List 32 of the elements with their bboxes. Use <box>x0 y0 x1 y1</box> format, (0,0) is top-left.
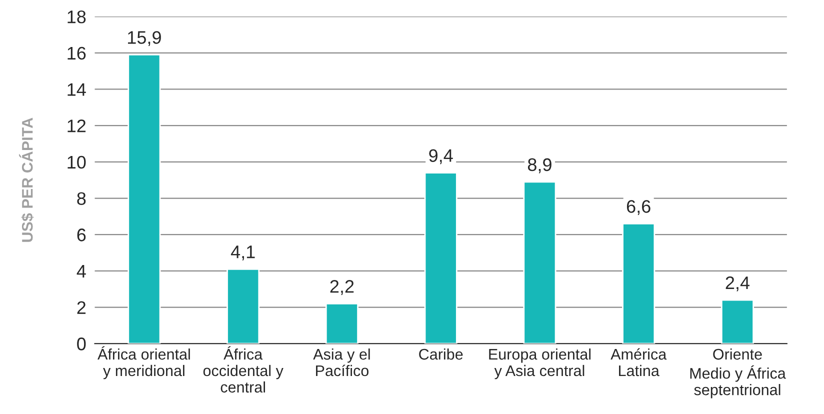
data-label: 9,4 <box>429 149 453 164</box>
y-tick-label: 10 <box>68 156 86 169</box>
bar <box>128 54 161 344</box>
x-tick-label: Caribe <box>419 348 463 360</box>
bar <box>622 223 656 344</box>
y-tick-label: 14 <box>68 83 86 96</box>
x-tick-label: Europa oriental y Asia central <box>489 348 591 380</box>
data-label: 8,9 <box>528 158 552 174</box>
x-tick-label: África oriental y meridional <box>98 346 190 380</box>
x-tick-label: América Latina <box>610 348 667 376</box>
data-label: 2,2 <box>330 280 354 295</box>
y-tick-label: 8 <box>77 192 86 205</box>
y-axis-title: US$ PER CÁPITA <box>19 118 34 242</box>
y-tick-label: 2 <box>77 301 86 314</box>
y-tick-label: 6 <box>77 228 86 242</box>
y-tick-label: 12 <box>68 120 86 132</box>
y-tick-label: 0 <box>77 338 86 350</box>
data-label: 4,1 <box>230 246 255 260</box>
y-tick-label: 18 <box>68 10 86 24</box>
y-tick-label: 4 <box>76 265 86 278</box>
data-label: 15,9 <box>128 31 161 46</box>
x-tick-label: Asia y el Pacífico <box>313 348 370 376</box>
data-label: 2,4 <box>726 276 750 292</box>
x-tick-label: África occidental y central <box>203 346 284 393</box>
bar <box>424 172 458 344</box>
x-tick-label: Oriente Medio y África septentrional <box>690 348 786 398</box>
bar <box>226 268 260 344</box>
y-tick-label: 16 <box>68 46 86 60</box>
bar <box>720 299 754 344</box>
bar <box>523 181 556 344</box>
bar <box>325 302 358 344</box>
data-label: 6,6 <box>626 200 650 215</box>
